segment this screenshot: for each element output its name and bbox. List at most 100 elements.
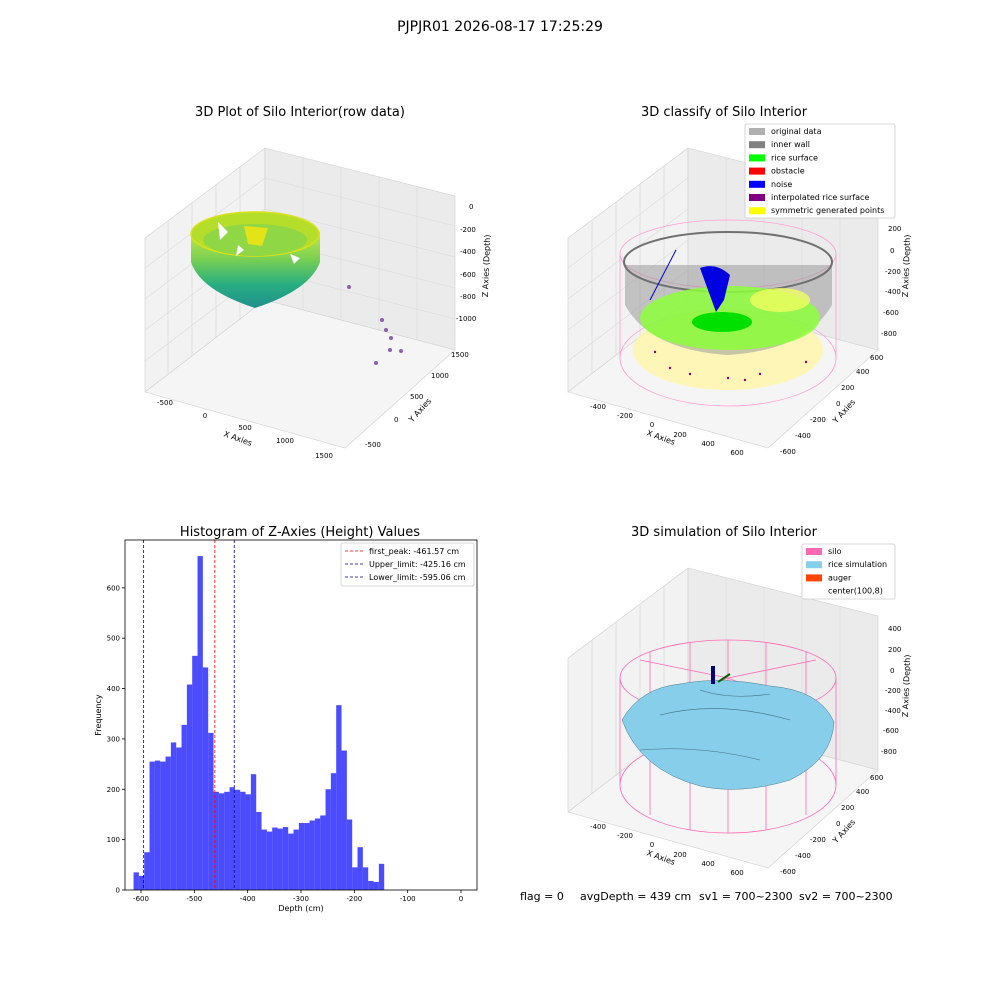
classify-x-ticks: -400 -200 0 200 400 600 <box>590 403 744 457</box>
sim-z-tick: 0 <box>890 667 894 675</box>
histogram-x-tick-label: -300 <box>293 895 309 903</box>
classify-y-tick: -400 <box>795 432 811 440</box>
histogram-legend-frame <box>340 542 475 587</box>
raw-gap <box>218 222 228 240</box>
histogram-bar <box>181 724 187 890</box>
classify-legend-swatch <box>749 180 765 188</box>
histogram-bar <box>282 827 289 890</box>
histogram-x-tick-label: -400 <box>240 895 256 903</box>
raw-high-spot <box>244 226 268 246</box>
classify-x-tick: 600 <box>730 449 743 457</box>
status-footer: flag = 0 avgDepth = 439 cm sv1 = 700~230… <box>520 890 893 903</box>
classify-legend-label: rice surface <box>771 153 818 162</box>
histogram-bar <box>202 667 209 890</box>
sim-legend-frame <box>801 543 896 600</box>
raw-z-ticks: 0 -200 -400 -600 -800 -1000 <box>456 203 476 323</box>
raw-outlier <box>384 328 388 332</box>
classify-noise <box>700 266 730 312</box>
histogram-bar <box>165 756 171 890</box>
raw-outlier <box>347 285 351 289</box>
sv2-status: sv2 = 700~2300 <box>799 890 893 903</box>
avg-depth-status: avgDepth = 439 cm <box>580 890 691 903</box>
sim-legend-swatch <box>806 548 822 555</box>
classify-y-ticks: -600 -400 -200 0 200 400 600 <box>780 354 883 456</box>
classify-z-axis-label: Z Axies (Depth) <box>901 234 912 297</box>
classify-y-tick: 200 <box>841 384 854 392</box>
sim-x-axis-label: X Axies <box>645 848 676 867</box>
histogram-bar <box>314 818 321 890</box>
classify-x-tick: -400 <box>590 403 606 411</box>
raw-outlier <box>388 348 392 352</box>
classify-legend-swatch <box>749 207 765 215</box>
raw-y-tick: 1500 <box>451 351 469 359</box>
sim-x-tick: 0 <box>650 841 654 849</box>
histogram-y-tick-label: 500 <box>107 635 120 643</box>
histogram-y-tick-label: 200 <box>107 786 120 794</box>
histogram-bar <box>133 872 139 890</box>
raw-y-tick: -500 <box>365 441 381 449</box>
histogram-bar <box>277 828 283 890</box>
sim-z-tick: -800 <box>881 748 897 756</box>
classify-z-ticks: 200 0 -200 -400 -600 -800 <box>881 225 901 338</box>
raw-y-tick: 1000 <box>431 372 449 380</box>
sim-rice-contours <box>639 689 791 761</box>
raw-z-axis-label: Z Axies (Depth) <box>481 234 492 297</box>
histogram-bar <box>346 819 353 890</box>
raw-z-tick: -600 <box>460 271 476 279</box>
raw-x-tick: 0 <box>203 412 207 420</box>
classify-panel-title: 3D classify of Silo Interior <box>641 105 808 120</box>
sim-auger <box>711 666 715 684</box>
sim-y-ticks: -600 -400 -200 0 200 400 600 <box>780 774 883 876</box>
histogram-x-tick-label: -500 <box>186 895 202 903</box>
histogram-title: Histogram of Z-Axies (Height) Values <box>180 525 420 540</box>
sim-x-ticks: -400 -200 0 200 400 600 <box>590 823 744 877</box>
sim-x-tick: -200 <box>617 832 633 840</box>
sim-legend-label: auger <box>828 573 852 582</box>
classify-legend-swatch <box>749 141 765 149</box>
histogram-bar <box>378 863 385 890</box>
sim-legend: silo rice simulation auger center(100,8) <box>801 543 896 600</box>
sim-legend-label: center(100,8) <box>828 587 883 596</box>
sim-z-tick: 200 <box>888 646 901 654</box>
histogram-bar <box>266 831 273 890</box>
histogram-bar <box>208 732 214 890</box>
sim-x-tick: 200 <box>673 851 686 859</box>
panel-histogram: Histogram of Z-Axies (Height) Values -60… <box>94 525 478 913</box>
histogram-x-ticks: -600 -500 -400 -300 -200 -100 0 <box>133 890 463 903</box>
classify-x-tick: -200 <box>617 412 633 420</box>
histogram-bar <box>325 789 331 890</box>
classify-y-axis-label: Y Axies <box>830 398 857 426</box>
histogram-reference-lines <box>143 540 235 890</box>
sv1-status: sv1 = 700~2300 <box>699 890 793 903</box>
histogram-bar <box>320 815 326 890</box>
raw-silo-point-cloud <box>190 211 320 308</box>
histogram-legend-label: Lower_limit: -595.06 cm <box>369 573 466 582</box>
sim-legend-swatch <box>806 574 822 582</box>
raw-z-tick: -400 <box>460 248 476 256</box>
classify-z-tick: -800 <box>881 330 897 338</box>
histogram-bar <box>304 823 310 890</box>
figure-suptitle: PJPJR01 2026-08-17 17:25:29 <box>397 19 603 35</box>
sim-y-tick: 600 <box>870 774 883 782</box>
raw-panel-title: 3D Plot of Silo Interior(row data) <box>195 105 405 120</box>
sim-x-tick: -400 <box>590 823 606 831</box>
histogram-bar <box>309 820 315 890</box>
classify-z-tick: 200 <box>888 225 901 233</box>
histogram-bar <box>288 833 294 890</box>
histogram-x-tick-label: 0 <box>459 895 463 903</box>
histogram-bar <box>250 774 257 890</box>
sim-y-tick: 200 <box>841 804 854 812</box>
classify-rice-surface-dense <box>692 312 752 332</box>
raw-z-tick: -200 <box>460 226 476 234</box>
histogram-bar <box>256 811 262 890</box>
classify-legend-swatch <box>749 167 765 175</box>
simulation-panel-title: 3D simulation of Silo Interior <box>631 525 818 540</box>
sim-z-ticks: 400 200 0 -200 -400 -600 -800 <box>881 625 901 756</box>
raw-z-tick: 0 <box>469 203 473 211</box>
histogram-y-ticks: 0 100 200 300 400 500 600 <box>107 584 125 895</box>
histogram-bar <box>154 760 161 890</box>
classify-legend-swatch <box>749 194 765 201</box>
histogram-bar <box>192 655 198 890</box>
histogram-x-tick-label: -200 <box>346 895 362 903</box>
histogram-bar <box>218 793 225 890</box>
